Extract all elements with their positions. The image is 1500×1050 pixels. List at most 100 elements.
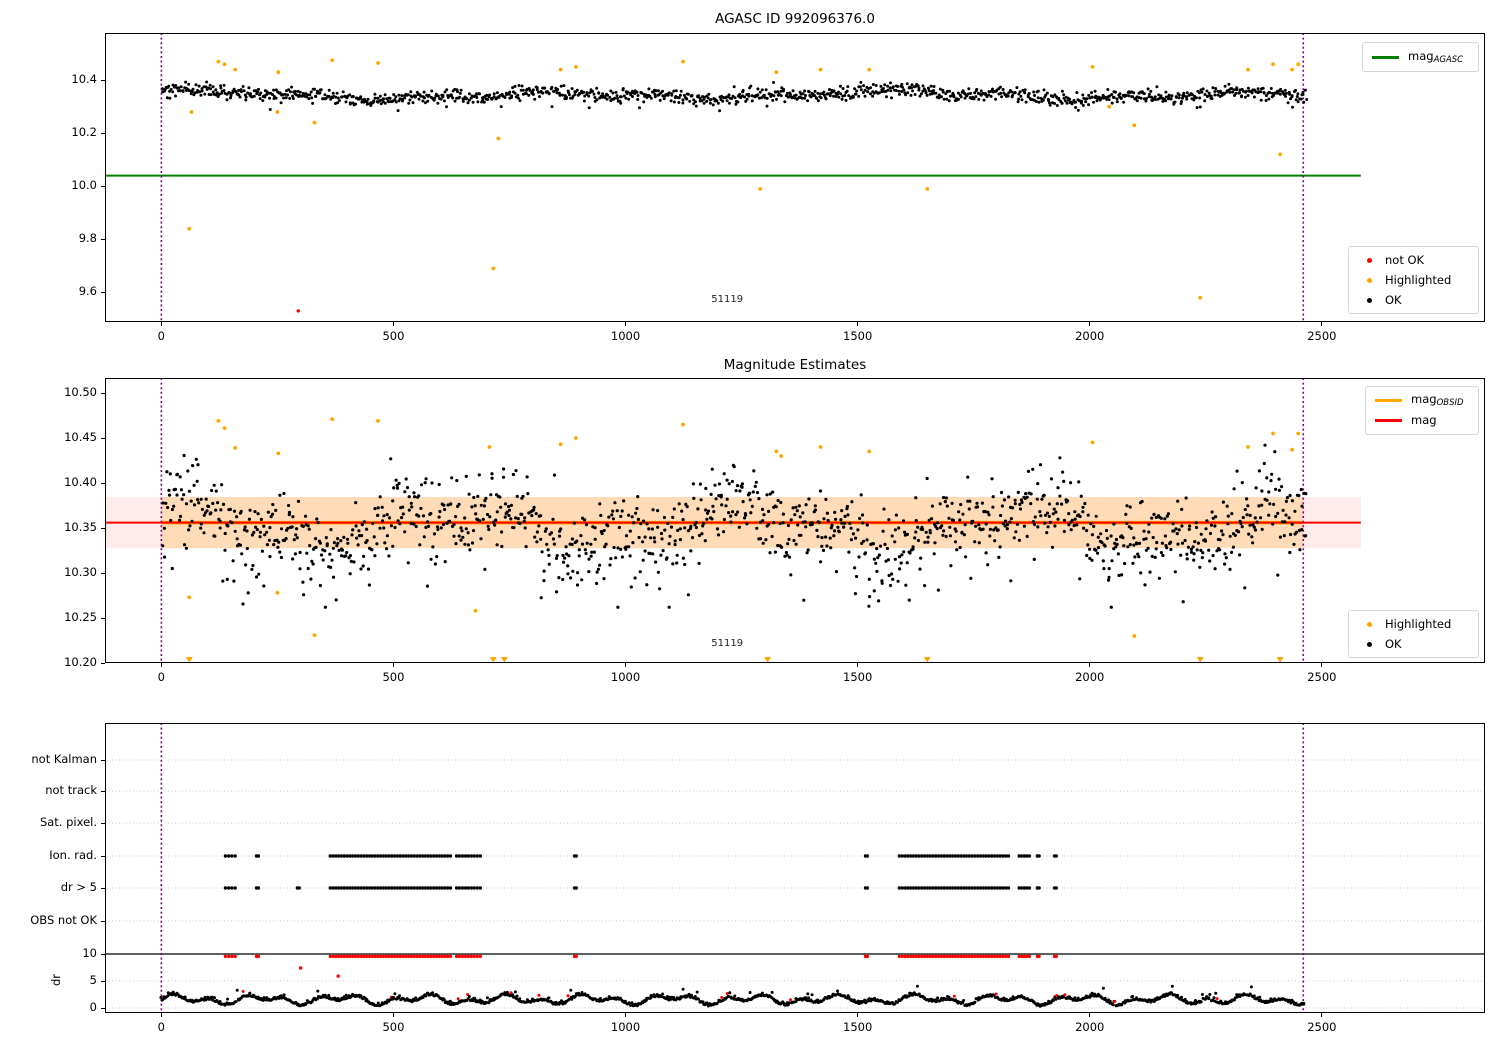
x-tick-label: 2000 <box>1075 329 1105 343</box>
plot2-title: Magnitude Estimates <box>723 357 867 373</box>
x-tick <box>857 663 859 667</box>
x-tick-label: 0 <box>157 329 166 343</box>
legend-item-mag-agasc: magAGASC <box>1372 47 1469 68</box>
x-tick-label: 500 <box>382 1020 405 1034</box>
x-tick <box>857 322 859 326</box>
y-tick <box>101 1007 105 1009</box>
y-tick <box>101 392 105 394</box>
legend-label: not OK <box>1385 253 1425 267</box>
y-tick-label: 10.35 <box>64 520 97 534</box>
orange-line-swatch-icon <box>1375 398 1402 402</box>
red-dot-swatch-icon <box>1367 257 1372 263</box>
x-tick <box>1089 322 1091 326</box>
x-tick <box>1089 1013 1091 1017</box>
y-tick-label: 10.20 <box>64 655 97 669</box>
category-label: Ion. rad. <box>49 848 97 862</box>
y-tick <box>101 953 105 955</box>
legend-label: Highlighted <box>1385 617 1452 631</box>
y-tick-label: 10.45 <box>64 430 97 445</box>
legend-label: magAGASC <box>1408 49 1464 65</box>
legend-label: Highlighted <box>1385 273 1452 287</box>
x-tick-label: 2500 <box>1307 1020 1337 1034</box>
y-tick-label: 10.40 <box>64 475 97 490</box>
y-tick <box>101 855 105 857</box>
plot-mag-estimates <box>105 378 1485 663</box>
x-tick-label: 2500 <box>1307 329 1337 343</box>
y-tick <box>101 291 105 293</box>
orange-dot-swatch-icon <box>1367 277 1372 283</box>
dr-tick-label: 10 <box>82 946 97 960</box>
y-tick <box>101 759 105 761</box>
x-tick <box>392 322 394 326</box>
green-line-swatch-icon <box>1372 55 1399 59</box>
obsid-annotation-middle: 51119 <box>711 638 744 650</box>
y-tick <box>101 822 105 824</box>
y-tick <box>101 887 105 889</box>
y-tick <box>101 238 105 240</box>
y-tick <box>101 920 105 922</box>
x-tick-label: 1000 <box>610 1020 641 1034</box>
y-tick <box>101 617 105 619</box>
legend-item-mag: mag <box>1375 411 1469 432</box>
y-tick <box>101 482 105 484</box>
legend-item-not-ok: not OK <box>1358 250 1469 270</box>
y-tick <box>101 527 105 529</box>
category-label: dr > 5 <box>60 880 97 894</box>
x-tick-label: 500 <box>382 329 405 343</box>
legend-label: OK <box>1385 293 1402 307</box>
x-tick-label: 1500 <box>843 670 873 684</box>
x-tick-label: 1000 <box>610 670 641 684</box>
legend-label: magOBSID <box>1411 392 1464 409</box>
plot-mag-agasc <box>105 33 1485 322</box>
x-tick-label: 1000 <box>610 329 641 343</box>
y-tick-label: 10.0 <box>71 178 97 193</box>
y-tick <box>101 662 105 664</box>
x-tick <box>857 1013 859 1017</box>
x-tick <box>1321 322 1323 326</box>
category-label: not track <box>45 783 97 797</box>
x-tick <box>625 322 627 326</box>
x-tick <box>625 1013 627 1017</box>
dr-tick-label: 0 <box>89 1000 97 1014</box>
x-tick <box>1321 663 1323 667</box>
plot-flags-dr <box>105 723 1485 1013</box>
x-tick-label: 1500 <box>843 1020 873 1034</box>
legend-label: OK <box>1385 637 1402 651</box>
legend-mag-agasc: magAGASC <box>1362 42 1479 72</box>
category-label: not Kalman <box>31 752 97 766</box>
y-tick <box>101 572 105 574</box>
legend-item-ok: OK <box>1358 634 1469 654</box>
x-tick <box>1089 663 1091 667</box>
red-line-swatch-icon <box>1375 419 1402 423</box>
y-tick <box>101 132 105 134</box>
x-tick <box>1321 1013 1323 1017</box>
legend-item-highlighted: Highlighted <box>1358 270 1469 290</box>
x-tick <box>160 322 162 326</box>
x-tick-label: 0 <box>157 1020 166 1034</box>
plot1-title: AGASC ID 992096376.0 <box>715 11 875 27</box>
x-tick <box>160 663 162 667</box>
legend-label: mag <box>1411 412 1437 427</box>
y-tick <box>101 980 105 982</box>
legend-middle-markers: Highlighted OK <box>1348 610 1479 658</box>
legend-item-ok: OK <box>1358 290 1469 310</box>
y-tick-label: 10.50 <box>64 385 97 400</box>
x-tick-label: 2500 <box>1307 670 1337 684</box>
y-tick-label: 10.4 <box>71 72 97 87</box>
y-tick <box>101 185 105 187</box>
x-tick <box>392 1013 394 1017</box>
x-tick <box>625 663 627 667</box>
x-tick-label: 500 <box>382 670 405 684</box>
x-tick <box>392 663 394 667</box>
category-label: OBS not OK <box>30 913 97 927</box>
y-tick-label: 10.30 <box>64 565 97 579</box>
dr-tick-label: 5 <box>89 973 97 987</box>
y-tick-label: 10.2 <box>71 125 97 140</box>
x-tick-label: 1500 <box>843 329 873 343</box>
legend-item-highlighted: Highlighted <box>1358 614 1469 634</box>
y-tick-label: 9.6 <box>78 284 97 299</box>
obsid-annotation-top: 51119 <box>711 293 744 305</box>
black-dot-swatch-icon <box>1367 641 1372 647</box>
legend-item-mag-obsid: magOBSID <box>1375 390 1469 411</box>
